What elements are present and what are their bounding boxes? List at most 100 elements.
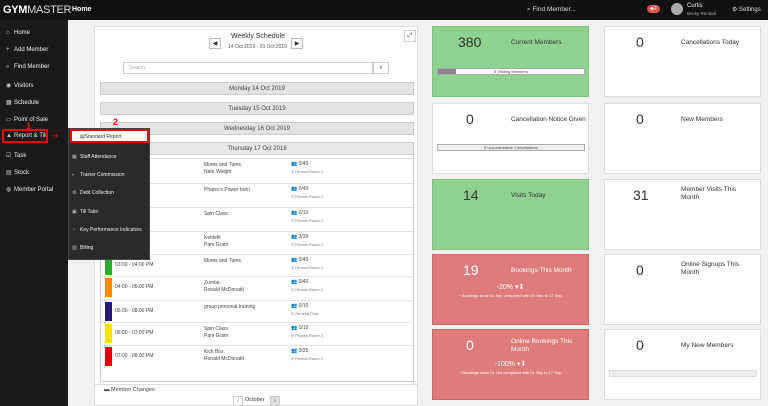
sidebar-item-home[interactable]: ⌂ Home [6,30,31,36]
class-name[interactable]: Mums and Tums Nate Weight [204,162,241,175]
schedule-search-input[interactable]: Search... [123,62,373,74]
gear-icon: ⚙ [732,7,740,13]
class-color-bar [105,256,112,275]
next-month-button[interactable]: › [270,396,280,406]
online-bookings-change-percent: -100% ▾⬇ [494,361,527,368]
card-label: Online Signups This Month [681,261,740,276]
card-new-members[interactable]: 0 New Members [604,103,761,174]
card-label: Member Visits This Month [681,186,737,201]
card-cancellations-today[interactable]: 0 Cancellations Today [604,26,761,97]
card-member-visits-month[interactable]: 31 Member Visits This Month [604,179,761,250]
dropdown-item-debt-collection[interactable]: ⚙ Debt Collection [72,190,114,196]
class-name[interactable]: group personal training [204,304,256,310]
schedule-row[interactable] [101,300,413,324]
sidebar-item-task[interactable]: ☑ Task [6,153,27,159]
dropdown-item-standard-report[interactable]: ▤Standard Report [80,134,122,140]
class-capacity: 👥 0/40 ⚲ Fitness Room 1 [291,257,324,270]
page-title: Home [72,6,92,13]
class-name[interactable]: Spin Class Pam Gram [204,326,229,339]
schedule-search-button[interactable]: ⌕ [373,62,389,74]
card-label: Visits Today [511,192,546,199]
prev-week-button[interactable]: ◀ [209,38,221,49]
sidebar-item-report-till[interactable]: ▲ Report & Till [6,133,47,139]
class-capacity: 👥 0/10 ⚲ General Pool [291,303,319,316]
day-panel-thursday [100,142,414,382]
report-icon: ▤ [80,134,85,140]
chevron-left-icon: ‹ [237,398,239,404]
card-value: 0 [466,111,474,127]
card-online-bookings[interactable]: 0 Online Bookings This Month -100% ▾⬇ * … [432,329,589,400]
find-member-search[interactable]: ⌕ Find Member... [527,6,576,13]
sidebar-item-find-member[interactable]: ⌕ Find Member [6,64,50,70]
class-color-bar [105,324,112,343]
people-icon: 👥 [291,303,299,309]
schedule-row[interactable] [101,158,413,182]
card-value: 0 [636,111,644,127]
class-name[interactable]: Zumba Ronald McDonald [204,280,244,293]
class-color-bar [105,347,112,366]
bookings-change-percent: -20% ▾⬇ [496,284,525,291]
card-cancellation-notice[interactable]: 0 Cancellation Notice Given 0 Uncontroll… [432,103,589,174]
class-capacity: 👥 0/40 ⚲ Fitness Room 2 [291,279,324,292]
card-label: Current Members [511,39,562,46]
sidebar-item-visitors[interactable]: ◉ Visitors [6,83,34,89]
card-bookings-this-month[interactable]: 19 Bookings This Month -20% ▾⬇ * Booking… [432,254,589,325]
schedule-row[interactable] [101,345,413,369]
gymmaster-logo[interactable]: GYMMASTER [3,4,72,16]
card-value: 0 [466,337,474,353]
location-pin-icon: ⚲ [291,311,296,316]
class-time: 04:00 - 05:00 PM [115,284,154,290]
location-pin-icon: ⚲ [291,218,296,223]
bookings-change-note: * Bookings since 01 Sep compared with 01… [459,293,562,298]
schedule-row[interactable] [101,276,413,300]
user-menu[interactable]: Curtis Becky Rendall [687,3,716,16]
class-name[interactable]: Kick Box Ronald McDonald [204,349,244,362]
thumbs-up-icon: ▲ [6,133,12,139]
sidebar-item-schedule[interactable]: ▦ Schedule [6,100,40,106]
dropdown-item-till-take[interactable]: ▣ Till Take [72,209,99,215]
class-name[interactable]: Mums and Tums [204,258,241,264]
class-capacity: 👥 0/40 ⚲ Fitness Room 1 [291,161,324,174]
my-new-members-bar [609,370,757,377]
highlight-box-report-till [2,129,48,143]
day-row-tuesday[interactable]: Tuesday 15 Oct 2019 [100,102,414,115]
top-bar: GYMMASTER Home ⌕ Find Member... ♣2 Curti… [0,0,768,20]
chevron-left-icon: ◀ [212,41,218,47]
notification-badge[interactable]: ♣2 [647,5,660,13]
card-visits-today[interactable]: 14 Visits Today [432,179,589,250]
people-icon: 👥 [291,186,299,192]
sidebar-item-member-portal[interactable]: ◍ Member Portal [6,187,54,193]
class-name[interactable]: Phatso's Power burn [204,187,250,193]
expand-button[interactable]: ⤢ [404,30,416,42]
home-icon: ⌂ [6,30,10,36]
schedule-row[interactable] [101,322,413,346]
schedule-row[interactable] [101,231,413,255]
next-week-button[interactable]: ▶ [291,38,303,49]
class-name[interactable]: Kettlefit Pam Gram [204,235,229,248]
card-current-members[interactable]: 380 Current Members 5 Visiting Members [432,26,589,97]
dropdown-item-staff-attendance[interactable]: ▦ Staff Attendance [72,154,117,160]
card-label: Cancellations Today [681,39,740,46]
schedule-row[interactable] [101,254,413,278]
people-icon: 👥 [291,210,299,216]
visiting-members-bar: 5 Visiting Members [437,68,585,75]
sidebar-item-point-of-sale[interactable]: ▭ Point of Sale [6,117,49,123]
prev-month-button[interactable]: ‹ [233,396,243,406]
card-online-signups[interactable]: 0 Online Signups This Month [604,254,761,325]
day-row-monday[interactable]: Monday 14 Oct 2019 [100,82,414,95]
bell-icon: ♣ [650,6,654,12]
avatar[interactable] [671,3,683,15]
dropdown-item-kpi[interactable]: ◔ Key Performance Indicators [72,227,142,233]
class-name[interactable]: Spin Class [204,211,228,217]
dropdown-item-trainer-commission[interactable]: ◐ Trainer Commission [72,172,125,178]
sidebar-item-add-member[interactable]: + Add Member [6,47,49,53]
schedule-row[interactable] [101,183,413,207]
card-value: 19 [463,262,479,278]
schedule-row[interactable] [101,207,413,231]
till-icon: ▣ [72,209,77,215]
schedule-date-range: 14 Oct 2019 - 20 Oct 2019 [228,44,287,50]
sidebar-item-stock[interactable]: ▤ Stock [6,170,30,176]
card-my-new-members[interactable]: 0 My New Members [604,329,761,400]
dropdown-item-billing[interactable]: ▥ Billing [72,245,94,251]
settings-menu[interactable]: ⚙ Settings [732,7,761,13]
